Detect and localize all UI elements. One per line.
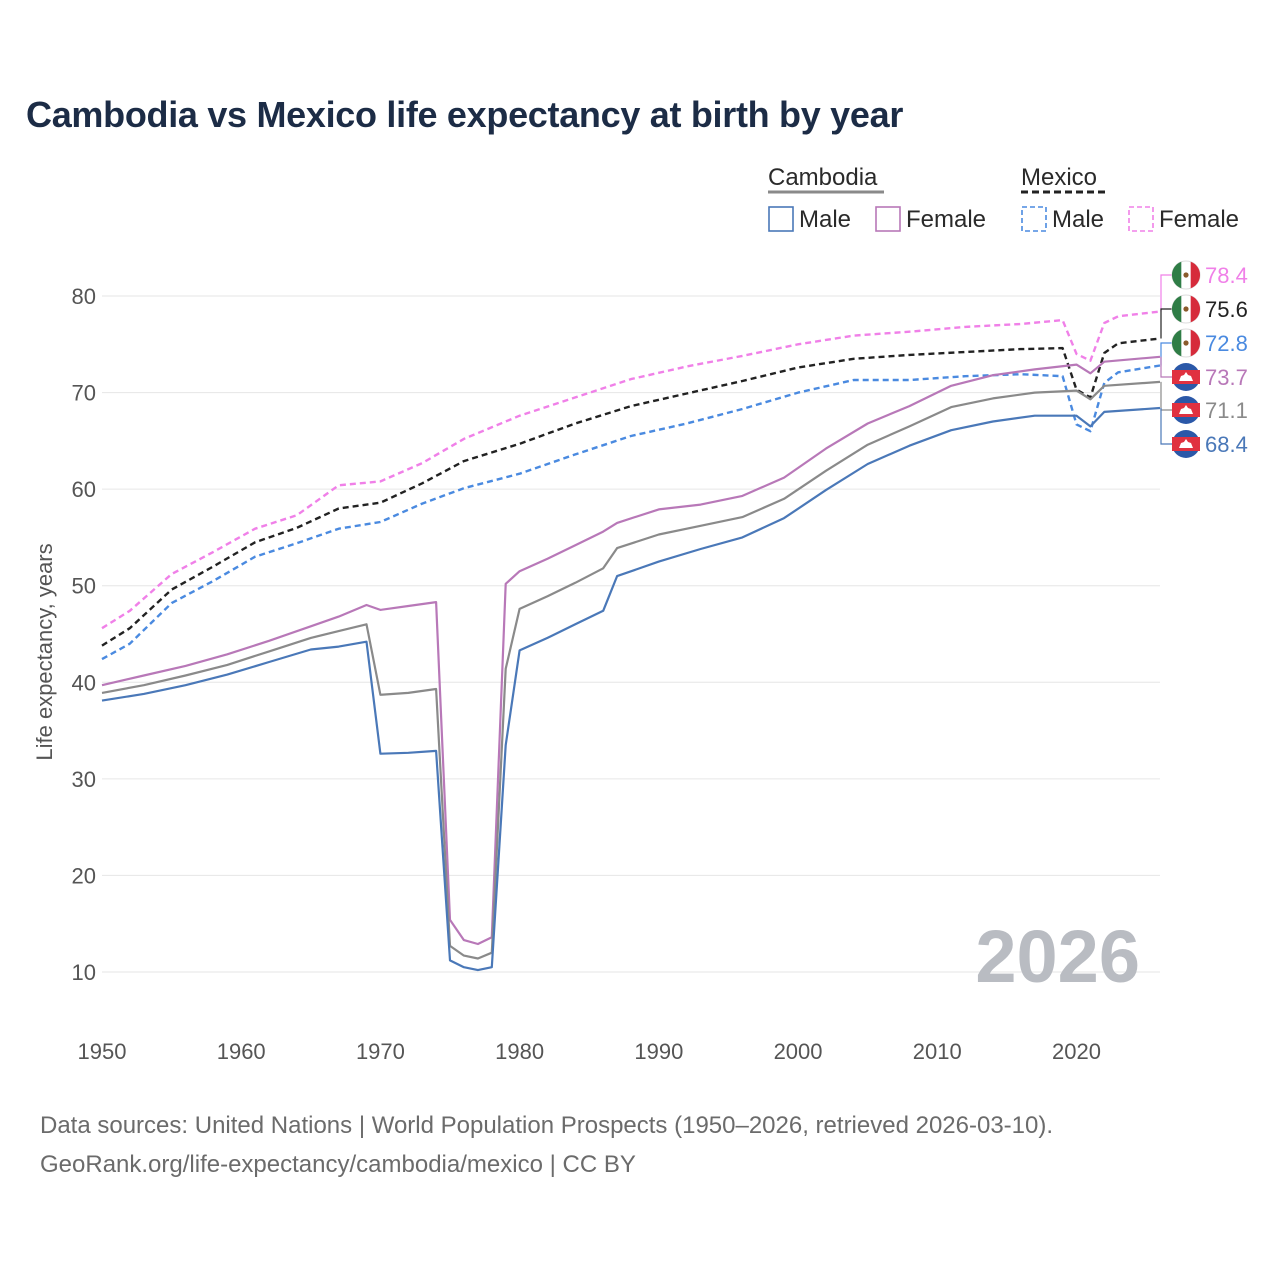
year-watermark: 2026: [975, 915, 1140, 998]
end-label-value: 78.4: [1205, 263, 1248, 288]
series-lines: [101, 310, 1161, 972]
flag-green-band: [1171, 261, 1182, 289]
y-tick-label: 20: [72, 863, 96, 888]
end-label-cambodia-total: 71.1: [1172, 396, 1248, 424]
series-line-mexico-total: [101, 337, 1161, 647]
cambodia-flag-icon: [1172, 396, 1200, 424]
end-label-mexico-total: 75.6: [1171, 294, 1248, 324]
legend-item-label: Male: [1052, 206, 1104, 233]
flag-red-band: [1190, 261, 1201, 289]
legend-swatch-female: [875, 206, 901, 232]
end-label-value: 72.8: [1205, 331, 1248, 356]
y-tick-label: 70: [72, 381, 96, 406]
life-expectancy-chart: 10 20 30 40 50 60 70 80 1950 1960 1970 1980 1990 200…: [32, 164, 1248, 1064]
series-line-mexico-female: [101, 310, 1161, 630]
legend-group-title: Mexico: [1021, 164, 1097, 191]
y-tick-label: 80: [72, 284, 96, 309]
mexico-flag-icon: [1171, 328, 1201, 358]
angkor-wat-emblem: [1179, 405, 1193, 414]
end-label-value: 71.1: [1205, 398, 1248, 423]
y-axis-label: Life expectancy, years: [32, 543, 57, 760]
x-tick-label: 1950: [78, 1039, 127, 1064]
y-tick-label: 60: [72, 477, 96, 502]
flag-red-band: [1190, 329, 1201, 357]
mexico-flag-icon: [1171, 294, 1201, 324]
y-tick-label: 30: [72, 767, 96, 792]
flag-emblem: [1183, 272, 1189, 278]
flag-green-band: [1171, 295, 1182, 323]
source-note: Data sources: United Nations | World Pop…: [40, 1106, 1053, 1184]
legend-swatch-female: [1128, 206, 1154, 232]
x-tick-label: 1990: [634, 1039, 683, 1064]
x-tick-label: 1980: [495, 1039, 544, 1064]
legend: Cambodia Male Female Mexico Male Female: [768, 164, 1239, 233]
mexico-flag-icon: [1171, 260, 1201, 290]
legend-item-label: Female: [906, 206, 986, 233]
flag-red-band: [1190, 295, 1201, 323]
legend-item-label: Female: [1159, 206, 1239, 233]
x-tick-label: 1970: [356, 1039, 405, 1064]
grid-lines: [102, 295, 1160, 973]
y-tick-label: 40: [72, 670, 96, 695]
x-tick-label: 2020: [1052, 1039, 1101, 1064]
legend-item-label: Male: [799, 206, 851, 233]
label-leader: [1160, 381, 1172, 411]
label-leader: [1160, 342, 1172, 366]
x-axis-ticks: 1950 1960 1970 1980 1990 2000 2010 2020: [78, 1039, 1101, 1064]
end-label-mexico-female: 78.4: [1171, 260, 1248, 290]
flag-green-band: [1171, 329, 1182, 357]
end-label-value: 68.4: [1205, 432, 1248, 457]
label-leader: [1160, 408, 1172, 445]
legend-swatch-male: [1021, 206, 1047, 232]
flag-emblem: [1183, 340, 1189, 346]
end-label-brackets: [1160, 274, 1172, 445]
y-axis-ticks: 10 20 30 40 50 60 70 80: [72, 284, 96, 985]
series-line-cambodia-total: [101, 380, 1161, 960]
angkor-wat-emblem: [1179, 372, 1193, 381]
legend-swatch-male: [768, 206, 794, 232]
legend-group-mexico: Mexico Male Female: [1021, 164, 1239, 233]
end-label-mexico-male: 72.8: [1171, 328, 1248, 358]
label-leader: [1160, 356, 1172, 378]
label-leader: [1160, 308, 1172, 339]
label-leader: [1160, 274, 1172, 312]
source-line-2: GeoRank.org/life-expectancy/cambodia/mex…: [40, 1151, 636, 1178]
y-tick-label: 10: [72, 960, 96, 985]
angkor-wat-emblem: [1179, 439, 1193, 448]
legend-group-title: Cambodia: [768, 164, 878, 191]
end-label-cambodia-female: 73.7: [1172, 363, 1248, 391]
cambodia-flag-icon: [1172, 363, 1200, 391]
end-label-value: 73.7: [1205, 365, 1248, 390]
end-label-cambodia-male: 68.4: [1172, 430, 1248, 458]
end-labels: 78.4 75.6 72.8 73.7 71.1 68.4: [1171, 260, 1248, 458]
y-tick-label: 50: [72, 574, 96, 599]
x-tick-label: 1960: [217, 1039, 266, 1064]
source-line-1: Data sources: United Nations | World Pop…: [40, 1112, 1054, 1139]
series-line-cambodia-male: [101, 406, 1161, 972]
series-line-cambodia-female: [101, 355, 1161, 946]
x-tick-label: 2010: [913, 1039, 962, 1064]
chart-title: Cambodia vs Mexico life expectancy at bi…: [26, 94, 904, 135]
x-tick-label: 2000: [774, 1039, 823, 1064]
legend-group-cambodia: Cambodia Male Female: [768, 164, 986, 233]
end-label-value: 75.6: [1205, 297, 1248, 322]
flag-emblem: [1183, 306, 1189, 312]
cambodia-flag-icon: [1172, 430, 1200, 458]
series-line-mexico-male: [101, 364, 1161, 661]
